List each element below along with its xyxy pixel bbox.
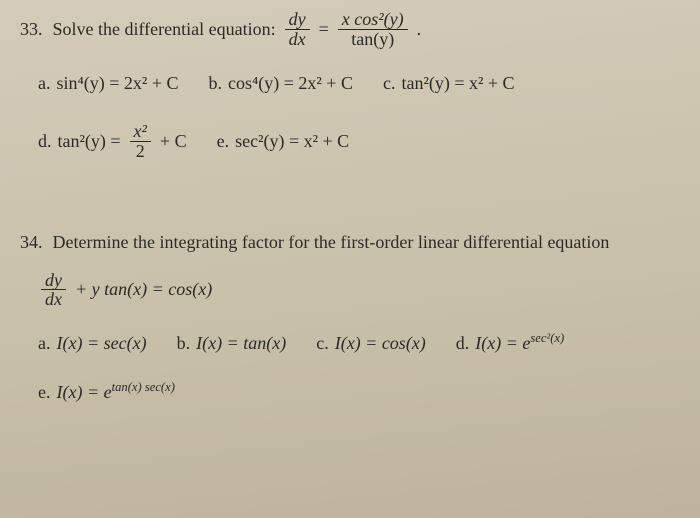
- q33-d-frac: x² 2: [130, 122, 151, 161]
- q34-lhs-top: dy: [41, 271, 66, 291]
- q33-choice-b: b. cos⁴(y) = 2x² + C: [208, 73, 352, 94]
- q34-choice-b: b. I(x) = tan(x): [177, 333, 287, 354]
- choice-expr-pre: I(x) = esec²(x): [475, 333, 564, 354]
- q33-rhs-frac: x cos²(y) tan(y): [338, 10, 408, 49]
- choice-label: a.: [38, 73, 51, 94]
- q33-lhs-bot: dx: [285, 30, 310, 49]
- choice-expr-pre: tan²(y) =: [58, 131, 121, 152]
- q33-rhs-bot: tan(y): [347, 30, 398, 49]
- q34-choice-c: c. I(x) = cos(x): [316, 333, 426, 354]
- choice-label: d.: [38, 131, 52, 152]
- q33-lhs-frac: dy dx: [285, 10, 310, 49]
- page: 33. Solve the differential equation: dy …: [0, 0, 700, 518]
- q33-choice-a: a. sin⁴(y) = 2x² + C: [38, 73, 178, 94]
- q33-rhs-top: x cos²(y): [338, 10, 408, 30]
- choice-expr: sin⁴(y) = 2x² + C: [57, 73, 179, 94]
- q34-stem-text: Determine the integrating factor for the…: [53, 232, 610, 253]
- choice-expr-pre: I(x) = etan(x) sec(x): [57, 382, 175, 403]
- choice-expr: cos⁴(y) = 2x² + C: [228, 73, 353, 94]
- q33-d-frac-top: x²: [130, 122, 151, 142]
- choice-label: b.: [208, 73, 222, 94]
- choice-expr-post: + C: [160, 131, 187, 152]
- question-34: 34. Determine the integrating factor for…: [20, 232, 680, 404]
- q33-suffix: .: [417, 19, 422, 40]
- choice-expr: I(x) = cos(x): [335, 333, 426, 354]
- choice-label: a.: [38, 333, 51, 354]
- q34-number: 34.: [20, 232, 43, 253]
- q33-choices: a. sin⁴(y) = 2x² + C b. cos⁴(y) = 2x² + …: [38, 73, 680, 161]
- q34-stem: 34. Determine the integrating factor for…: [20, 232, 680, 253]
- q34-choice-a: a. I(x) = sec(x): [38, 333, 147, 354]
- q33-choice-c: c. tan²(y) = x² + C: [383, 73, 515, 94]
- q34-choice-d: d. I(x) = esec²(x): [456, 333, 564, 354]
- q33-equals: =: [319, 19, 329, 40]
- choice-label: e.: [38, 382, 51, 403]
- choice-label: c.: [316, 333, 329, 354]
- q33-stem: 33. Solve the differential equation: dy …: [20, 10, 680, 49]
- q34-equation: dy dx + y tan(x) = cos(x): [38, 271, 680, 310]
- question-33: 33. Solve the differential equation: dy …: [20, 10, 680, 161]
- q34-choice-e: e. I(x) = etan(x) sec(x): [38, 382, 175, 403]
- choice-label: e.: [217, 131, 230, 152]
- choice-label: b.: [177, 333, 191, 354]
- q33-number: 33.: [20, 19, 43, 40]
- q33-stem-text: Solve the differential equation:: [53, 19, 276, 40]
- q34-choices: a. I(x) = sec(x) b. I(x) = tan(x) c. I(x…: [38, 333, 680, 403]
- q34-lhs-bot: dx: [41, 290, 66, 309]
- choice-label: c.: [383, 73, 396, 94]
- choice-expr: sec²(y) = x² + C: [235, 131, 349, 152]
- choice-label: d.: [456, 333, 470, 354]
- q34-lhs-frac: dy dx: [41, 271, 66, 310]
- choice-expr: tan²(y) = x² + C: [401, 73, 514, 94]
- q34-eq-rest: + y tan(x) = cos(x): [75, 279, 212, 300]
- q33-d-frac-bot: 2: [132, 142, 149, 161]
- q33-lhs-top: dy: [285, 10, 310, 30]
- q33-choice-d: d. tan²(y) = x² 2 + C: [38, 122, 187, 161]
- choice-expr: I(x) = sec(x): [57, 333, 147, 354]
- q33-choice-e: e. sec²(y) = x² + C: [217, 131, 350, 152]
- choice-expr: I(x) = tan(x): [196, 333, 286, 354]
